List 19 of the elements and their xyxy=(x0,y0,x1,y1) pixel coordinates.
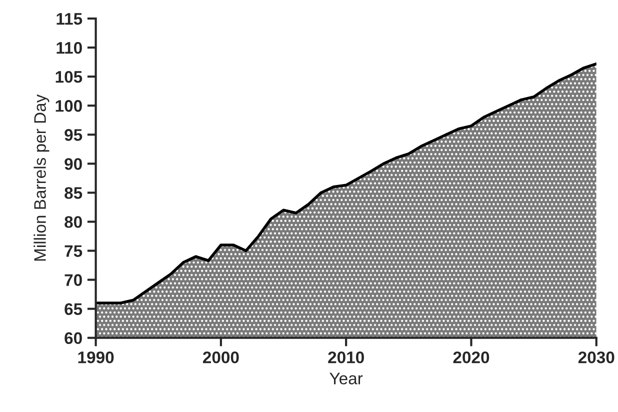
y-tick-label: 60 xyxy=(64,332,82,344)
y-tick-label: 115 xyxy=(56,13,82,25)
y-tick-label: 65 xyxy=(64,303,82,316)
x-tick-label: 2010 xyxy=(328,351,364,364)
x-tick-label: 2030 xyxy=(578,351,614,364)
y-tick-label: 95 xyxy=(64,129,82,141)
y-tick-label: 90 xyxy=(64,158,82,170)
y-tick-label: 70 xyxy=(64,274,82,286)
y-axis-title: Million Barrels per Day xyxy=(34,94,50,261)
y-tick-label: 100 xyxy=(56,100,82,112)
y-tick-label: 105 xyxy=(56,70,82,83)
y-tick-label: 75 xyxy=(64,245,82,257)
y-tick-label: 80 xyxy=(64,216,82,228)
x-tick-label: 2020 xyxy=(453,351,490,364)
x-tick-label: 2000 xyxy=(202,351,239,364)
y-tick-label: 110 xyxy=(56,42,82,54)
x-tick-label: 1990 xyxy=(78,351,114,364)
y-tick-label: 85 xyxy=(64,187,82,199)
x-axis-title: Year xyxy=(330,372,363,384)
